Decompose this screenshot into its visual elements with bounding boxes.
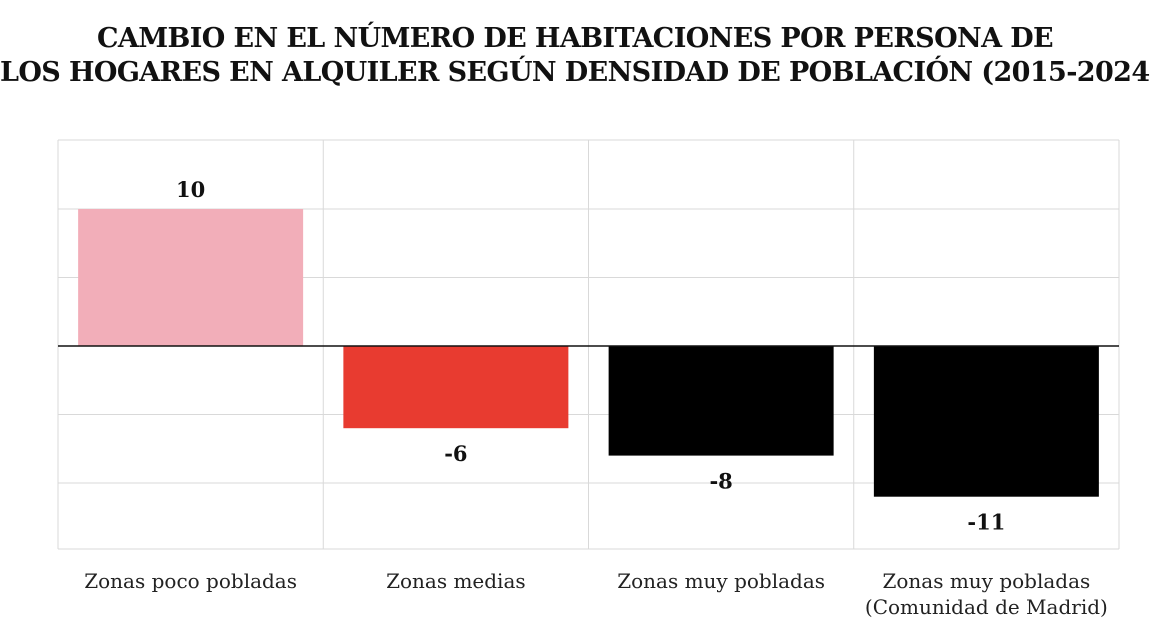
category-label: (Comunidad de Madrid) xyxy=(865,595,1108,619)
data-label: -8 xyxy=(709,469,732,494)
category-label: Zonas medias xyxy=(386,569,526,593)
data-label: 10 xyxy=(176,177,205,202)
data-label: -11 xyxy=(967,510,1005,535)
bar xyxy=(608,346,834,456)
data-label: -6 xyxy=(444,441,467,466)
bar xyxy=(873,346,1099,497)
chart-title-line-1: CAMBIO EN EL NÚMERO DE HABITACIONES POR … xyxy=(96,23,1054,54)
category-label: Zonas poco pobladas xyxy=(84,569,297,593)
chart-title: CAMBIO EN EL NÚMERO DE HABITACIONES POR … xyxy=(0,22,1150,90)
chart-title-line-2: LOS HOGARES EN ALQUILER SEGÚN DENSIDAD D… xyxy=(0,57,1150,88)
category-label: Zonas muy pobladas xyxy=(882,569,1090,593)
bar xyxy=(343,346,569,429)
bar xyxy=(78,209,304,346)
category-label: Zonas muy pobladas xyxy=(617,569,825,593)
